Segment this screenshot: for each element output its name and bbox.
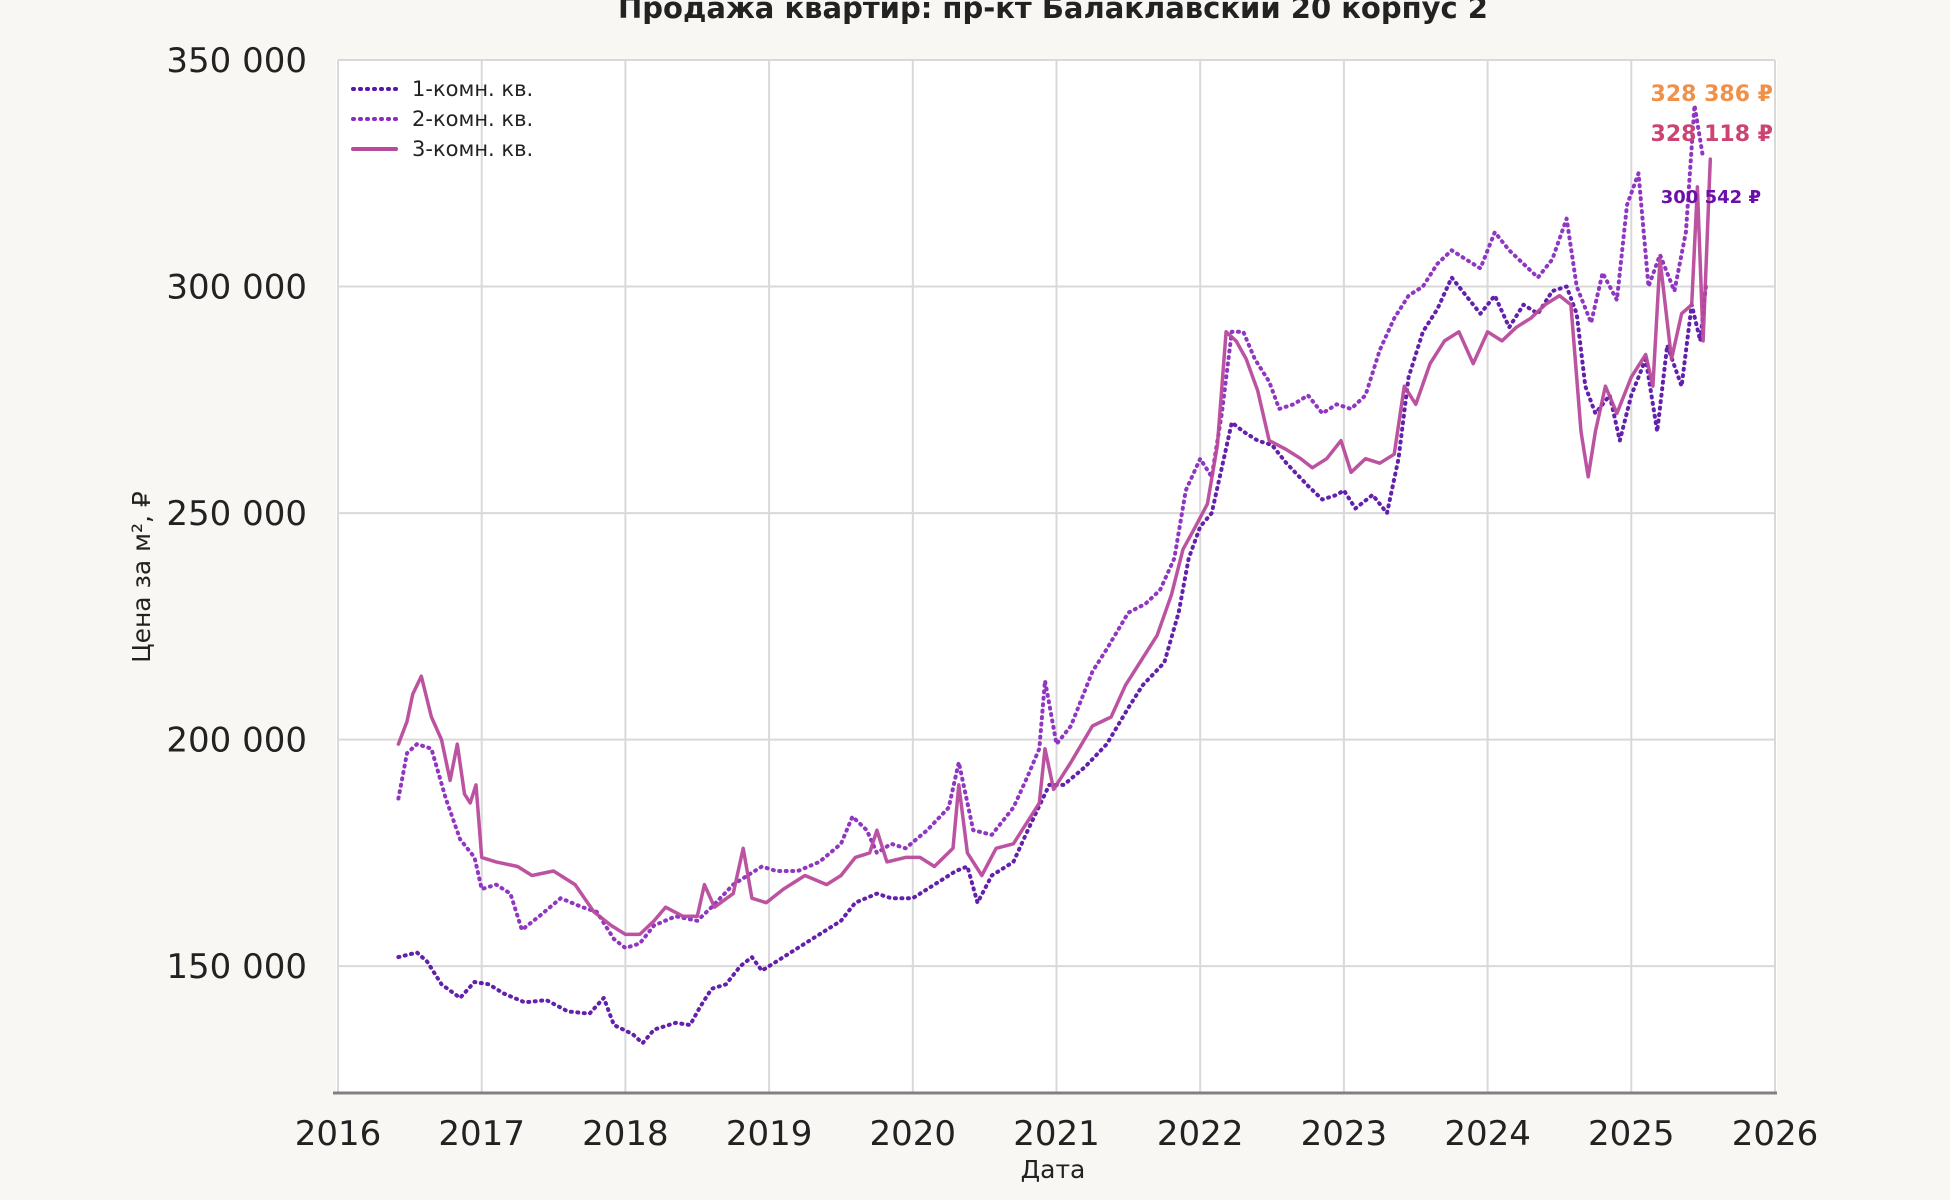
y-tick-label: 150 000: [166, 947, 307, 987]
chart-title: Продажа квартир: пр-кт Балаклавский 20 к…: [618, 0, 1488, 25]
legend-label: 3-комн. кв.: [412, 137, 533, 161]
grid: [337, 59, 1776, 1093]
x-tick-label: 2021: [1013, 1114, 1100, 1154]
x-tick-label: 2020: [870, 1114, 957, 1154]
series-line-2: [396, 103, 1706, 950]
x-tick-label: 2018: [582, 1114, 669, 1154]
x-tick-label: 2025: [1588, 1114, 1675, 1154]
value-annotations: 328 386 ₽ 328 118 ₽ 300 542 ₽: [1651, 82, 1773, 208]
y-axis-title: Цена за м², ₽: [127, 491, 156, 663]
x-tick-label: 2026: [1732, 1114, 1819, 1154]
legend: 1-комн. кв. 2-комн. кв. 3-комн. кв.: [351, 77, 533, 161]
x-tick-label: 2022: [1157, 1114, 1244, 1154]
legend-label: 1-комн. кв.: [412, 77, 533, 101]
x-tick-labels: 2016 2017 2018 2019 2020 2021 2022 2023 2024 2025…: [295, 1114, 1819, 1154]
x-axis-title: Дата: [1021, 1155, 1086, 1184]
value-annotation: 328 386 ₽: [1651, 82, 1773, 107]
series-line-3: [396, 157, 1713, 937]
value-annotation: 328 118 ₽: [1651, 122, 1773, 147]
legend-label: 2-комн. кв.: [412, 107, 533, 131]
y-tick-label: 200 000: [166, 721, 307, 761]
y-tick-label: 350 000: [166, 41, 307, 81]
y-tick-label: 300 000: [166, 268, 307, 308]
x-tick-label: 2019: [726, 1114, 813, 1154]
x-tick-label: 2017: [438, 1114, 525, 1154]
y-tick-labels: 150 000 200 000 250 000 300 000 350 000: [166, 41, 307, 987]
y-tick-label: 250 000: [166, 494, 307, 534]
x-tick-label: 2016: [295, 1114, 382, 1154]
value-annotation: 300 542 ₽: [1661, 187, 1761, 208]
series-lines: [396, 103, 1713, 1046]
x-tick-label: 2023: [1301, 1114, 1388, 1154]
x-tick-label: 2024: [1444, 1114, 1531, 1154]
